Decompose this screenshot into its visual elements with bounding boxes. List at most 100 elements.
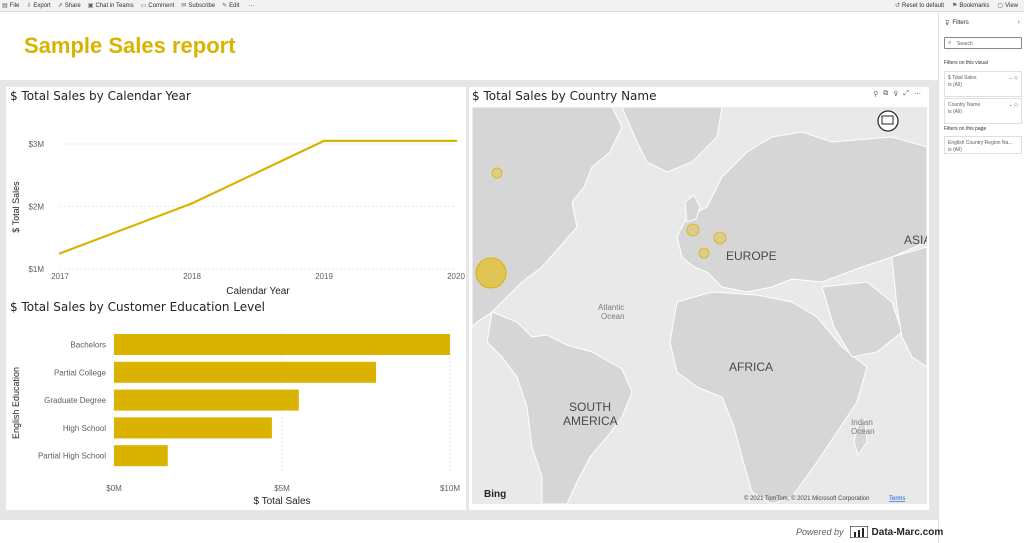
bar[interactable] [114,389,299,411]
category-label: Bachelors [70,341,106,350]
powered-by-text: Powered by [796,527,844,537]
report-title: Sample Sales report [24,33,236,58]
filter-icon[interactable]: ⊽ [893,91,899,98]
line-chart-svg: $1M $2M $3M 2017 2018 2019 2020 Calendar Year $ … [11,139,465,297]
x-tick-label: 2020 [447,272,465,281]
more-options-icon[interactable]: ⋯ [914,91,921,98]
powered-by: Powered by Data-Marc.com [796,526,943,538]
map-africa [669,291,868,504]
subscribe-icon: ✉ [181,3,187,9]
y-tick-label: $3M [28,140,44,149]
toolbar-left-item-0[interactable]: ▤ File [2,2,20,10]
line-chart-title: $ Total Sales by Calendar Year [10,89,191,103]
category-label: High School [63,424,106,433]
x-axis-title: $ Total Sales [253,496,310,507]
filter-card-country-region[interactable]: English Country Region Na... is (All) [944,136,1022,154]
toolbar-right-item-1[interactable]: ⚑ Bookmarks [952,2,990,10]
collapse-pane-icon[interactable]: › [1017,19,1020,26]
expand-icon[interactable]: ⌄ ◇ [1008,75,1018,81]
bar[interactable] [114,417,272,439]
map-label-africa: AFRICA [729,360,773,374]
category-label: Partial High School [38,452,106,461]
toolbar-left-item-3[interactable]: ▣ Chat in Teams [87,2,134,10]
toolbar-item-label: Export [33,2,51,9]
bar-chart-title: $ Total Sales by Customer Education Leve… [10,300,265,314]
map-label-south-america-2: AMERICA [563,414,618,428]
bar[interactable] [114,334,450,355]
toolbar-left-item-1[interactable]: ⇩ Export [26,2,51,10]
filter-card-total-sales[interactable]: $ Total Sales is (All) ⌄ ◇ [944,71,1022,97]
filter-card-name: $ Total Sales [948,75,977,81]
filter-card-name: Country Name [948,102,981,108]
comment-icon: ▭ [140,3,147,9]
toolbar-left-group: ▤ File ⇩ Export ⇗ Share ▣ Chat in Teams ▭ Comment… [2,2,254,10]
map-select-button[interactable] [877,110,899,132]
toolbar-item-label: Bookmarks [959,2,990,9]
filters-title: Filters [952,20,969,26]
bubble-germany[interactable] [713,231,727,245]
line-point[interactable] [322,139,326,143]
filter-card-value: is (All) [948,147,962,153]
brand-link[interactable]: Data-Marc.com [849,526,944,538]
bar-chart-svg: $0M $5M $10M Bachelors Partial College Gradua… [11,329,460,507]
map-visual[interactable]: $ Total Sales by Country Name ⚲ ⧉ ⊽ ⤢ ⋯ [469,87,929,510]
toolbar-item-label: View [1005,2,1018,9]
visual-header-icons: ⚲ ⧉ ⊽ ⤢ ⋯ [873,90,921,98]
line-point[interactable] [190,202,194,205]
toolbar-right-item-2[interactable]: ▢ View [997,2,1018,10]
bar-chart-visual[interactable]: $ Total Sales by Customer Education Leve… [6,297,466,510]
x-tick-label: 2018 [183,272,201,281]
data-marc-logo-icon [849,526,868,538]
action-toolbar: ▤ File ⇩ Export ⇗ Share ▣ Chat in Teams ▭ Comment… [0,0,1024,12]
toolbar-left-item-4[interactable]: ▭ Comment [140,2,175,10]
copy-icon[interactable]: ⧉ [883,90,889,97]
focus-mode-icon[interactable]: ⤢ [903,90,909,97]
toolbar-left-item-2[interactable]: ⇗ Share [57,2,81,10]
bar[interactable] [114,445,168,467]
reset-icon: ↺ [894,3,900,9]
toolbar-item-label: Chat in Teams [95,2,134,9]
filter-card-country-name[interactable]: Country Name is (All) ⌄ ◇ [944,98,1022,124]
filter-icon: ⊽ [945,21,950,27]
teams-icon: ▣ [87,3,94,9]
bookmark-icon: ⚑ [952,3,958,9]
y-axis-title: English Education [11,367,21,439]
x-tick-label: $10M [440,484,460,493]
x-axis-title: Calendar Year [226,286,290,297]
select-icon [881,115,894,125]
map-label-atlantic-2: Ocean [601,312,625,321]
filters-search-input[interactable]: ⌕ Search [944,37,1022,49]
toolbar-item-label: Edit [229,2,240,9]
filters-search-placeholder: Search [957,41,973,47]
toolbar-left-item-7[interactable]: ··· [246,2,254,9]
brand-name: Data-Marc.com [871,526,944,538]
line-point[interactable] [454,139,458,143]
line-chart-visual[interactable]: $ Total Sales by Calendar Year $1M $2M $3M… [6,87,466,297]
expand-icon[interactable]: ⌄ ◇ [1008,102,1018,108]
filter-card-value: is (All) [948,82,962,88]
map-terms-link[interactable]: Terms [889,496,905,502]
line-series[interactable] [59,139,456,255]
export-icon: ⇩ [26,3,32,9]
search-icon: ⌕ [948,40,952,46]
x-tick-label: $5M [274,484,290,493]
map-uk [684,194,701,223]
toolbar-item-label: File [9,2,20,9]
toolbar-right-item-0[interactable]: ↺ Reset to default [894,2,945,10]
bar[interactable] [114,361,377,383]
toolbar-left-item-5[interactable]: ✉ Subscribe [181,2,215,10]
toolbar-item-label: ··· [248,2,255,9]
pin-icon[interactable]: ⚲ [873,91,879,98]
view-icon: ▢ [997,3,1004,9]
share-icon: ⇗ [57,3,63,9]
toolbar-item-label: Reset to default [901,2,945,9]
bubble-united-states[interactable] [475,257,507,289]
map-label-atlantic-1: Atlantic [598,303,624,312]
bubble-canada[interactable] [491,167,503,179]
toolbar-left-item-6[interactable]: ✎ Edit [222,2,240,10]
line-point[interactable] [58,252,62,255]
bubble-france[interactable] [698,247,710,259]
category-label: Partial College [54,368,107,377]
bubble-united-kingdom[interactable] [686,223,700,237]
